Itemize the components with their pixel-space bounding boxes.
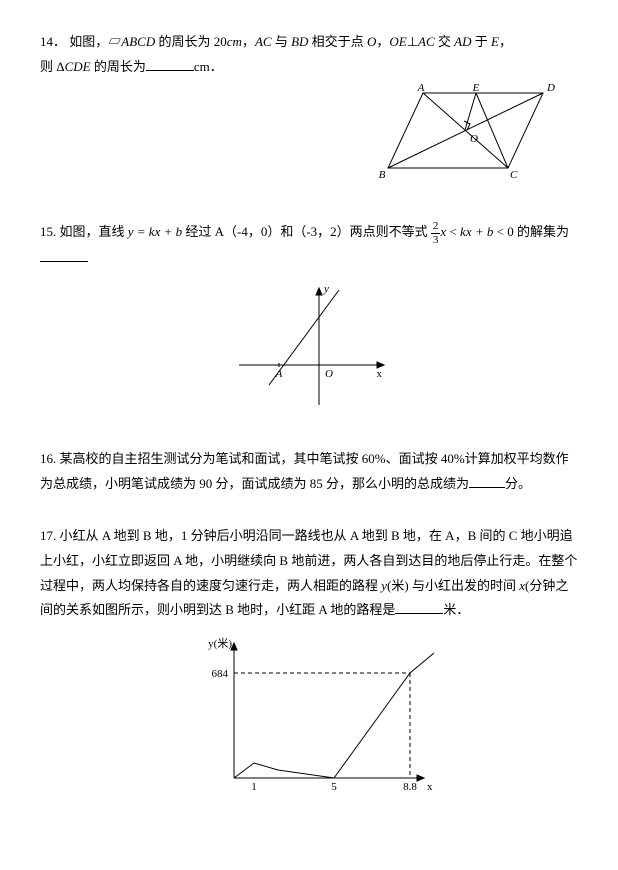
q15-diagram: A Oy x <box>224 280 394 410</box>
q14-text: 14． 如图，▱ABCD 的周长为 20cm，AC 与 BD 相交于点 O，OE… <box>40 30 578 55</box>
q14-blank <box>146 57 194 71</box>
q15-num: 15. <box>40 224 56 239</box>
svg-text:y(米): y(米) <box>208 637 232 650</box>
svg-text:x: x <box>377 368 383 380</box>
q14-num: 14． <box>40 34 66 49</box>
q14-diagram-wrap: A E D B C O <box>40 83 578 192</box>
q15-text: 15. 如图，直线 y = kx + b 经过 A（-4，0）和（-3，2）两点… <box>40 220 578 270</box>
svg-text:E: E <box>472 83 480 94</box>
q17-diagram-wrap: 684 1 5 8.8 y(米) x（分钟） <box>40 633 578 812</box>
svg-text:1: 1 <box>251 781 257 793</box>
svg-text:D: D <box>546 83 555 94</box>
q15-blank <box>40 248 88 262</box>
svg-text:C: C <box>510 169 518 181</box>
question-15: 15. 如图，直线 y = kx + b 经过 A（-4，0）和（-3，2）两点… <box>40 220 578 419</box>
question-14: 14． 如图，▱ABCD 的周长为 20cm，AC 与 BD 相交于点 O，OE… <box>40 30 578 192</box>
svg-text:684: 684 <box>212 668 229 680</box>
q16-num: 16. <box>40 451 56 466</box>
svg-text:B: B <box>379 169 386 181</box>
q15-diagram-wrap: A Oy x <box>40 280 578 419</box>
q17-blank <box>395 600 443 614</box>
fraction-2-3: 23 <box>431 220 441 245</box>
q14-diagram: A E D B C O <box>368 83 578 183</box>
question-16: 16. 某高校的自主招生测试分为笔试和面试，其中笔试按 60%、面试按 40%计… <box>40 447 578 496</box>
svg-text:y: y <box>323 283 329 295</box>
q16-blank <box>469 474 505 488</box>
svg-text:5: 5 <box>331 781 337 793</box>
q17-num: 17. <box>40 528 56 543</box>
svg-text:O: O <box>325 368 333 380</box>
q14-line2: 则 ΔCDE 的周长为cm． <box>40 55 578 80</box>
q17-diagram: 684 1 5 8.8 y(米) x（分钟） <box>179 633 439 803</box>
q17-text: 17. 小红从 A 地到 B 地，1 分钟后小明沿同一路线也从 A 地到 B 地… <box>40 524 578 623</box>
svg-text:A: A <box>275 368 283 380</box>
svg-text:O: O <box>470 133 478 145</box>
svg-text:8.8: 8.8 <box>403 781 417 793</box>
question-17: 17. 小红从 A 地到 B 地，1 分钟后小明沿同一路线也从 A 地到 B 地… <box>40 524 578 811</box>
svg-text:A: A <box>417 83 425 94</box>
svg-text:x（分钟）: x（分钟） <box>427 779 439 793</box>
